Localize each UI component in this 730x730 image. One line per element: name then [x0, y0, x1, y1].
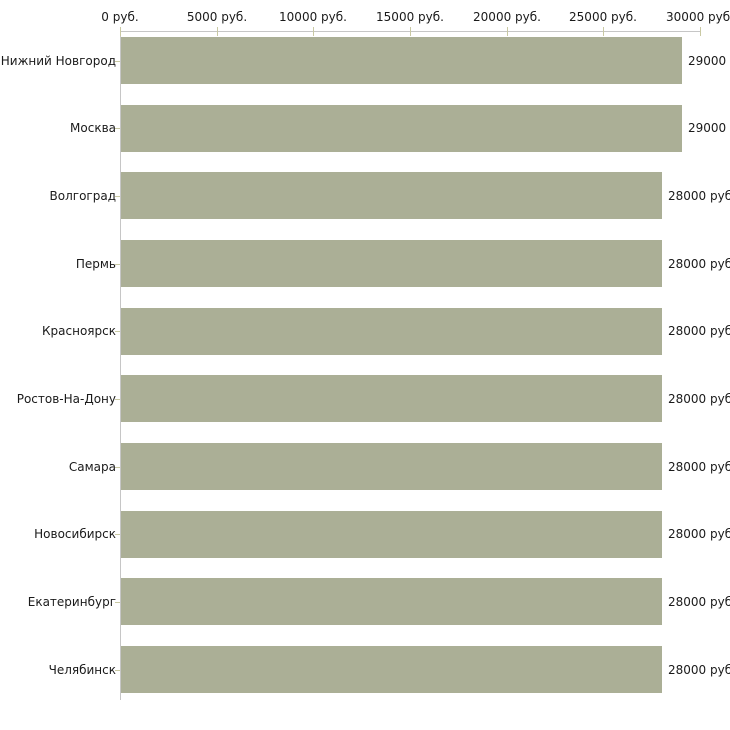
y-axis-tick — [115, 534, 120, 535]
bar-value-label: 28000 руб. — [668, 459, 730, 474]
category-label: Красноярск — [42, 324, 116, 339]
y-axis-tick — [115, 128, 120, 129]
x-axis-tick-label: 0 руб. — [101, 10, 139, 24]
bar-value-label: 28000 руб. — [668, 324, 730, 339]
bar — [121, 511, 662, 558]
bar-value-label: 28000 руб. — [668, 662, 730, 677]
x-axis-tick-label: 15000 руб. — [376, 10, 444, 24]
y-axis-tick — [115, 61, 120, 62]
x-axis-tick — [120, 27, 121, 36]
category-label: Ростов-На-Дону — [16, 391, 116, 406]
bar — [121, 443, 662, 490]
category-label: Новосибирск — [34, 527, 116, 542]
bar — [121, 105, 682, 152]
bar-value-label: 28000 руб. — [668, 391, 730, 406]
bar-value-label: 29000 р — [688, 121, 730, 136]
x-axis-tick — [700, 27, 701, 36]
y-axis-tick — [115, 467, 120, 468]
bar-value-label: 29000 р — [688, 53, 730, 68]
category-label: Самара — [68, 459, 116, 474]
x-axis-tick — [603, 27, 604, 36]
bar-value-label: 28000 руб. — [668, 188, 730, 203]
y-axis-tick — [115, 670, 120, 671]
bar — [121, 37, 682, 84]
x-axis-tick — [217, 27, 218, 36]
x-axis-tick-label: 10000 руб. — [279, 10, 347, 24]
bar — [121, 646, 662, 693]
category-label: Екатеринбург — [27, 594, 116, 609]
y-axis-tick — [115, 196, 120, 197]
bar — [121, 240, 662, 287]
x-axis-tick-label: 25000 руб. — [569, 10, 637, 24]
bar — [121, 375, 662, 422]
bar — [121, 172, 662, 219]
x-axis-tick-label: 5000 руб. — [186, 10, 248, 24]
category-label: Челябинск — [48, 662, 116, 677]
x-axis-tick — [507, 27, 508, 36]
category-label: Пермь — [75, 256, 116, 271]
bar-value-label: 28000 руб. — [668, 256, 730, 271]
x-axis-tick-label: 30000 руб. — [666, 10, 730, 24]
bar — [121, 308, 662, 355]
bar-value-label: 28000 руб. — [668, 594, 730, 609]
x-axis-tick — [313, 27, 314, 36]
x-axis-tick — [410, 27, 411, 36]
category-label: Волгоград — [49, 188, 116, 203]
bar-value-label: 28000 руб. — [668, 527, 730, 542]
category-label: Нижний Новгород — [0, 53, 116, 68]
y-axis-tick — [115, 399, 120, 400]
bar — [121, 578, 662, 625]
x-axis-tick-label: 20000 руб. — [473, 10, 541, 24]
y-axis-tick — [115, 264, 120, 265]
y-axis-line — [120, 31, 121, 700]
y-axis-tick — [115, 602, 120, 603]
y-axis-tick — [115, 331, 120, 332]
category-label: Москва — [70, 121, 116, 136]
